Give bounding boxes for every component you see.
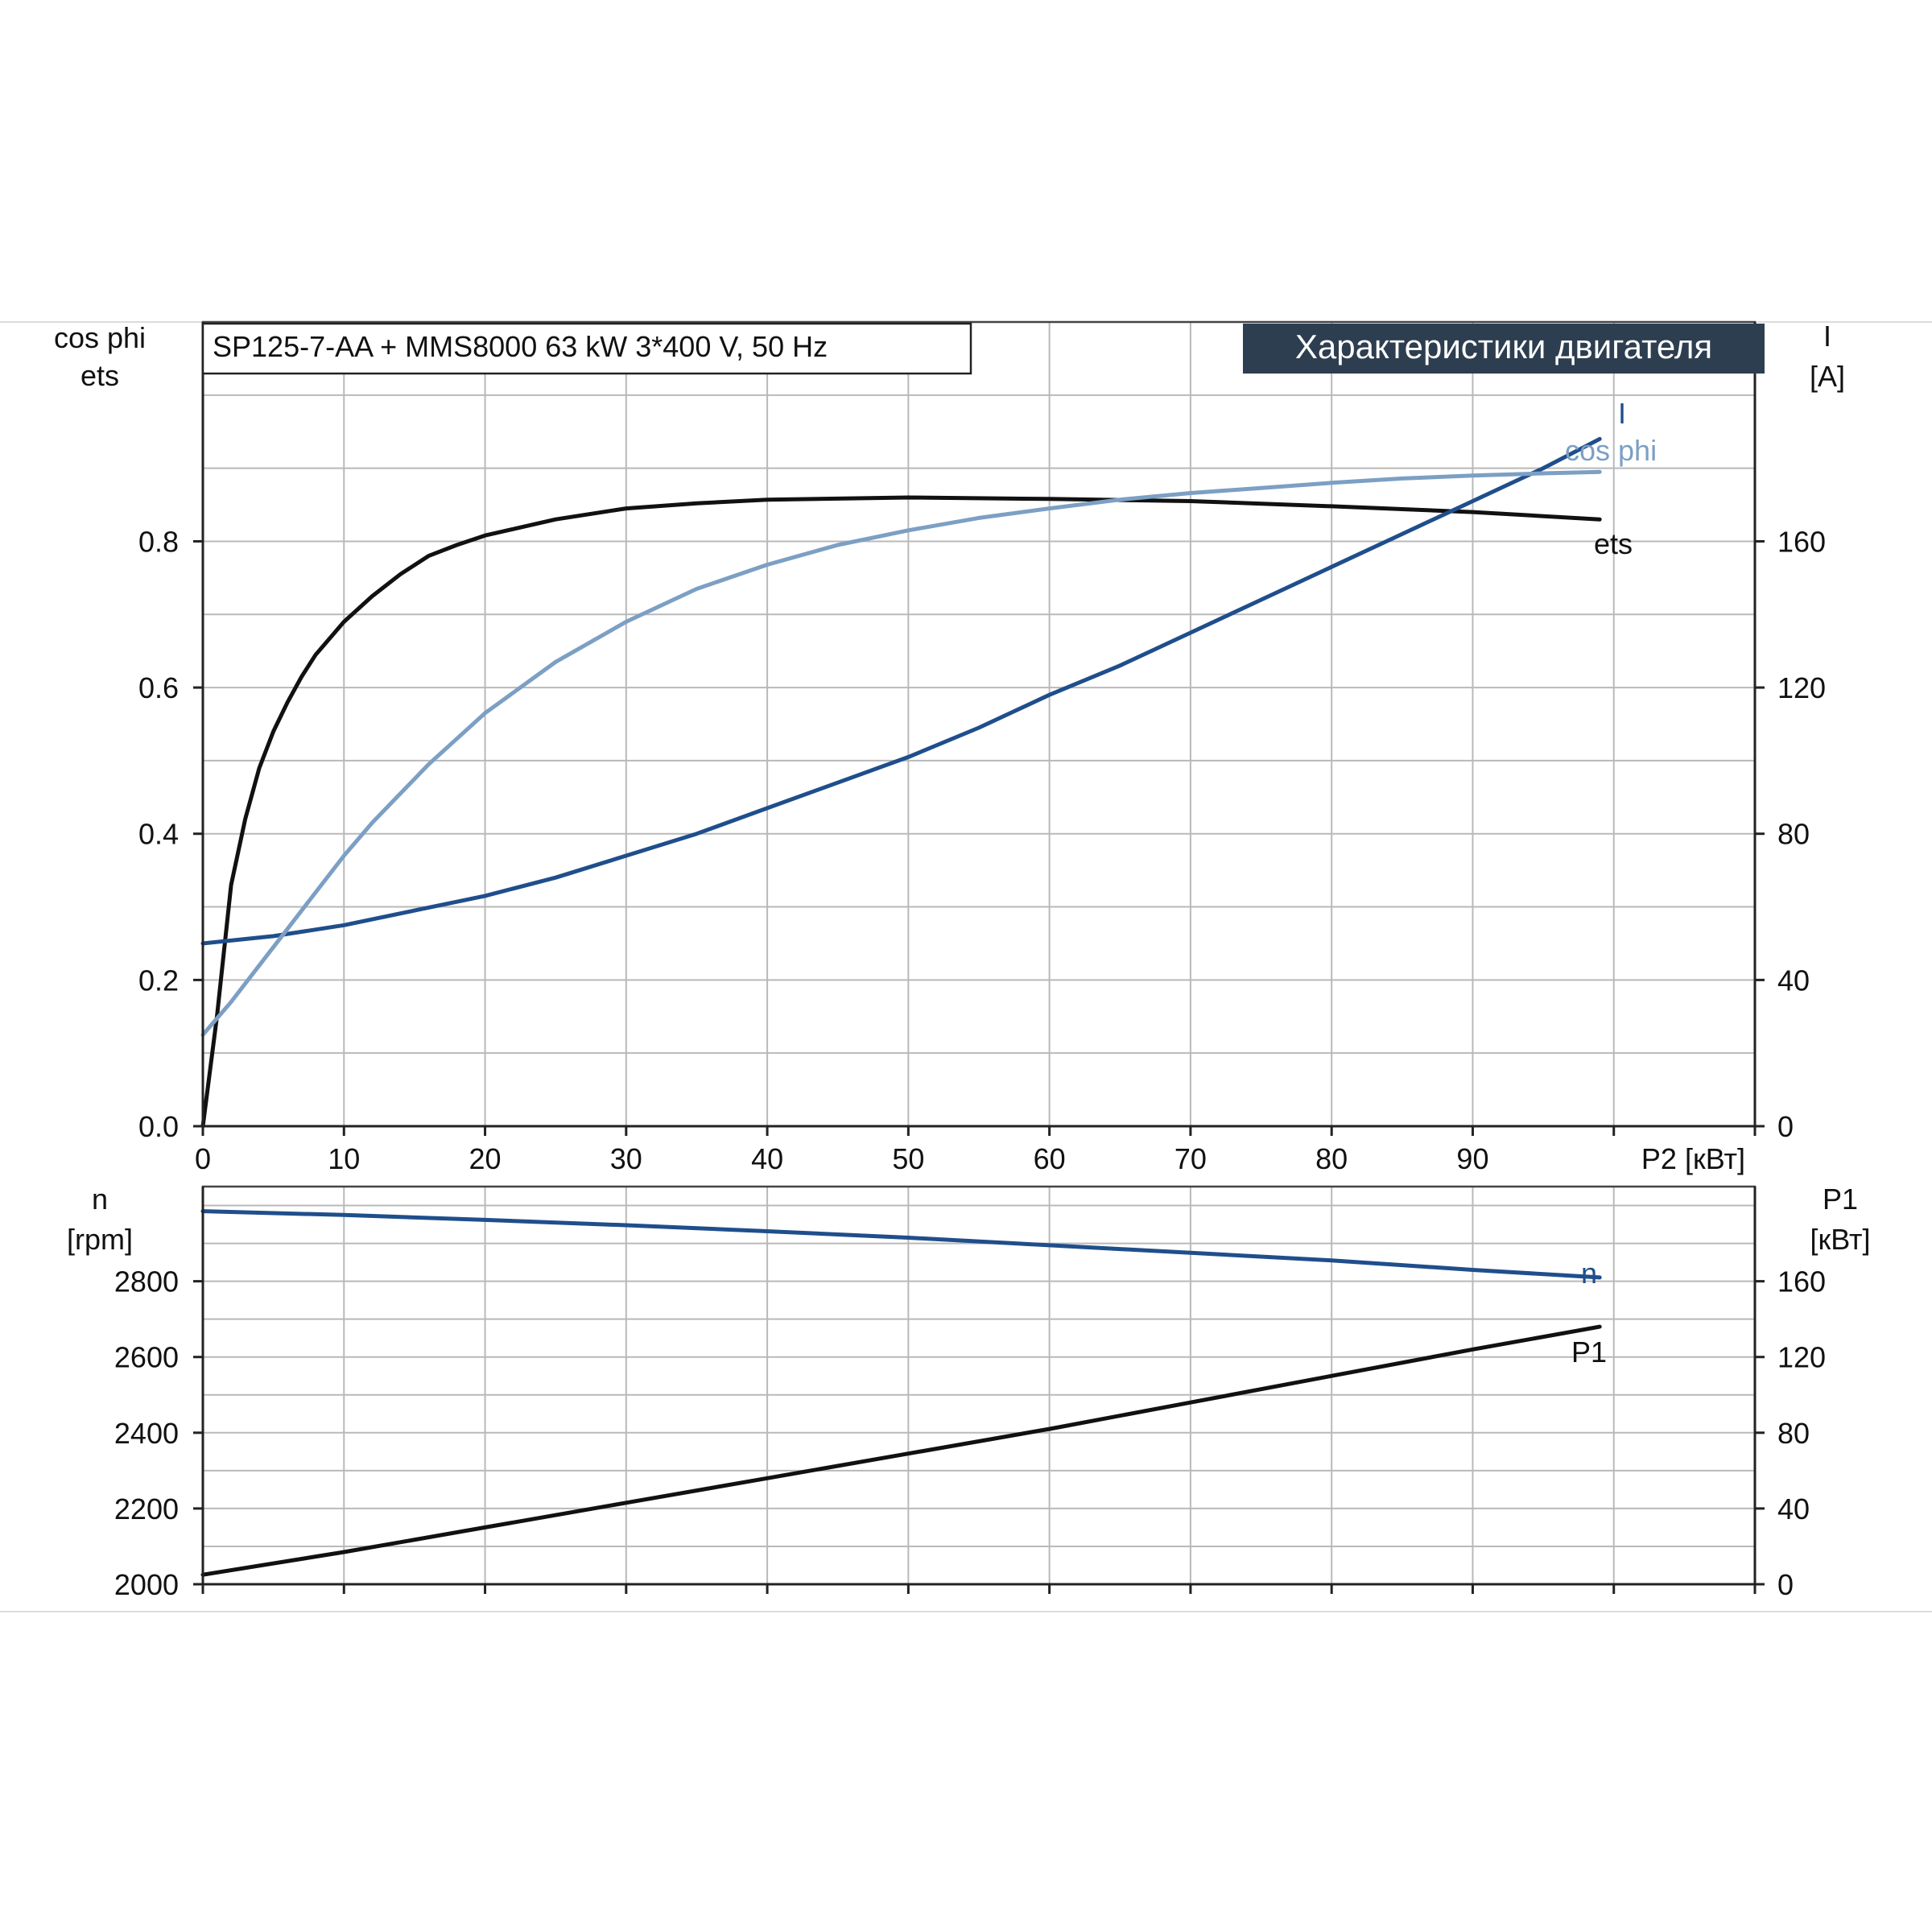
series-line-cos-phi <box>200 469 1602 1037</box>
lower-curves <box>200 1209 1602 1577</box>
left-tick-label: 0.8 <box>138 525 179 558</box>
left-tick-label: 2600 <box>114 1341 179 1374</box>
right-axis-label-I: I <box>1823 320 1831 353</box>
x-tick-label: 50 <box>892 1142 924 1175</box>
left-tick-label: 0.0 <box>138 1110 179 1143</box>
upper-curves <box>200 436 1602 1129</box>
right-tick-label: 0 <box>1777 1568 1794 1601</box>
x-tick-label: 40 <box>751 1142 783 1175</box>
left-tick-label: 2400 <box>114 1417 179 1450</box>
right-tick-label: 80 <box>1777 1417 1810 1450</box>
x-tick-label: 60 <box>1034 1142 1066 1175</box>
subtitle-box <box>201 322 972 375</box>
right-tick-label: 160 <box>1777 1265 1826 1298</box>
right-tick-label: 40 <box>1777 1492 1810 1525</box>
left-tick-label: 0.4 <box>138 818 179 851</box>
upper-ticks: 0.0 0.2 0.4 0.6 0.8 0 40 80 120 160 0 10 20 30 40 50 60 7… <box>138 322 1826 1175</box>
left-tick-label: 0.6 <box>138 671 179 704</box>
lower-grid <box>203 1187 1755 1584</box>
left-axis-label-cosphi: cos phi <box>54 321 146 354</box>
right-tick-label: 0 <box>1777 1110 1794 1143</box>
left-axis-label-ets: ets <box>80 359 119 392</box>
x-tick-label: 70 <box>1174 1142 1207 1175</box>
series-line-n <box>200 1209 1602 1280</box>
right-tick-label: 40 <box>1777 964 1810 997</box>
upper-plot-frame <box>201 320 1757 1128</box>
left-axis-label-rpm: [rpm] <box>67 1223 133 1256</box>
left-tick-label: 2800 <box>114 1265 179 1298</box>
x-axis-label: P2 [кВт] <box>1641 1142 1745 1175</box>
left-tick-label: 2000 <box>114 1568 179 1601</box>
x-tick-label: 0 <box>195 1142 211 1175</box>
right-axis-label-P1: P1 <box>1823 1183 1858 1216</box>
curve-label-cosphi: cos phi <box>1565 434 1657 467</box>
series-line-ets <box>200 495 1602 1129</box>
lower-plot-frame <box>201 1185 1757 1586</box>
right-tick-label: 80 <box>1777 818 1810 851</box>
left-axis-label-n: n <box>92 1183 108 1216</box>
left-tick-label: 0.2 <box>138 964 179 997</box>
lower-ticks: 2000 2200 2400 2600 2800 0 40 80 120 160 <box>114 1187 1826 1601</box>
title-badge-text: Характеристики двигателя <box>1295 328 1712 365</box>
right-tick-label: 160 <box>1777 525 1826 558</box>
subtitle-text: SP125-7-AA + MMS8000 63 kW 3*400 V, 50 H… <box>213 330 828 363</box>
curve-label-ets: ets <box>1594 527 1633 560</box>
series-line-I <box>200 436 1602 946</box>
title-badge <box>1243 324 1765 374</box>
right-axis-label-kW: [кВт] <box>1810 1223 1870 1256</box>
x-tick-label: 10 <box>328 1142 360 1175</box>
right-tick-label: 120 <box>1777 671 1826 704</box>
curve-label-I: I <box>1618 397 1626 430</box>
upper-grid <box>203 322 1755 1126</box>
series-line-P1 <box>200 1324 1602 1577</box>
right-tick-label: 120 <box>1777 1341 1826 1374</box>
curve-label-n: n <box>1581 1257 1597 1290</box>
x-tick-label: 20 <box>469 1142 502 1175</box>
left-tick-label: 2200 <box>114 1492 179 1525</box>
x-tick-label: 90 <box>1456 1142 1488 1175</box>
right-axis-label-A: [A] <box>1810 360 1845 393</box>
curve-label-P1: P1 <box>1571 1335 1607 1368</box>
upper-plot-panel: 0.0 0.2 0.4 0.6 0.8 0 40 80 120 160 0 10 20 30 40 50 60 7… <box>54 320 1845 1175</box>
x-tick-label: 80 <box>1315 1142 1348 1175</box>
x-tick-label: 30 <box>610 1142 642 1175</box>
